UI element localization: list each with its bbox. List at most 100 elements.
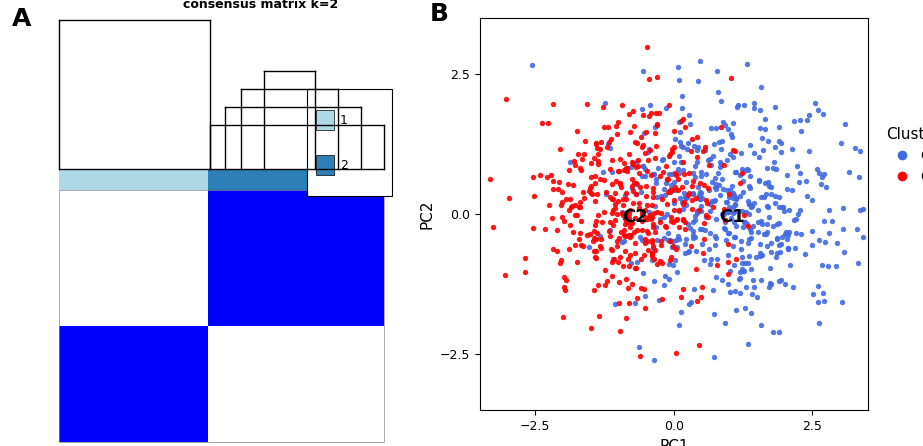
C2: [646, 256, 661, 263]
C1: [772, 203, 786, 211]
Bar: [317, 110, 334, 130]
C2: [562, 195, 577, 202]
C1: [714, 277, 729, 284]
C1: [728, 195, 743, 202]
C2: [665, 145, 679, 152]
C1: [770, 235, 785, 243]
C1: [721, 229, 736, 236]
C1: [909, 294, 923, 301]
C1: [708, 124, 723, 131]
C2: [587, 248, 602, 255]
C2: [640, 228, 654, 235]
C1: [713, 192, 727, 199]
C1: [769, 165, 784, 173]
C2: [741, 223, 756, 230]
C2: [620, 219, 635, 226]
C1: [717, 224, 732, 231]
C1: [778, 281, 793, 288]
C2: [655, 259, 670, 266]
C1: [717, 121, 732, 128]
C2: [605, 195, 620, 202]
C1: [603, 145, 617, 152]
C1: [712, 138, 726, 145]
C1: [721, 280, 736, 287]
C1: [786, 117, 801, 124]
C2: [667, 183, 682, 190]
C1: [636, 163, 651, 170]
C2: [655, 169, 670, 176]
C1: [603, 227, 617, 234]
C2: [653, 219, 667, 226]
C1: [755, 221, 770, 228]
C2: [648, 154, 663, 161]
C1: [656, 156, 671, 163]
C1: [676, 205, 690, 212]
C2: [645, 243, 660, 250]
C1: [812, 169, 827, 177]
C2: [660, 189, 675, 196]
C2: [689, 297, 704, 305]
C1: [691, 193, 706, 200]
C1: [693, 195, 708, 202]
C1: [698, 147, 713, 154]
C2: [603, 194, 617, 201]
C2: [571, 204, 586, 211]
C1: [737, 305, 752, 312]
C1: [726, 219, 741, 226]
C2: [671, 175, 686, 182]
C1: [694, 173, 709, 180]
C1: [629, 191, 643, 198]
C1: [689, 207, 704, 214]
C2: [587, 286, 602, 293]
C1: [744, 290, 759, 297]
C1: [734, 207, 749, 215]
C1: [781, 245, 796, 252]
C1: [757, 230, 772, 237]
C1: [689, 146, 704, 153]
C1: [763, 184, 778, 191]
C2: [626, 107, 641, 114]
C1: [722, 230, 737, 237]
C1: [675, 92, 689, 99]
C1: [794, 230, 809, 237]
C2: [624, 183, 639, 190]
C1: [678, 241, 693, 248]
C2: [684, 243, 699, 250]
C1: [726, 261, 741, 268]
C1: [716, 211, 731, 218]
C1: [765, 165, 780, 172]
C2: [622, 210, 637, 217]
C1: [741, 341, 756, 348]
C1: [713, 98, 728, 105]
C2: [701, 185, 715, 192]
C1: [759, 231, 773, 238]
C1: [713, 145, 728, 152]
C2: [499, 95, 514, 103]
C2: [632, 169, 647, 176]
C2: [599, 144, 614, 151]
C2: [554, 256, 569, 263]
C1: [678, 235, 693, 242]
C1: [768, 104, 783, 111]
C2: [640, 201, 654, 208]
C2: [534, 120, 549, 127]
C2: [502, 195, 517, 202]
C1: [821, 207, 836, 214]
C2: [602, 219, 617, 226]
C2: [594, 219, 609, 226]
C2: [589, 140, 604, 147]
C2: [653, 241, 668, 248]
C2: [676, 215, 690, 223]
C1: [725, 182, 739, 189]
C1: [777, 231, 792, 238]
C1: [773, 148, 788, 155]
C1: [786, 216, 801, 223]
C1: [736, 224, 750, 231]
C2: [697, 182, 712, 189]
C2: [525, 173, 540, 180]
C2: [718, 216, 733, 223]
C2: [641, 76, 656, 83]
C2: [637, 214, 652, 221]
C2: [619, 164, 634, 171]
C2: [614, 228, 629, 235]
